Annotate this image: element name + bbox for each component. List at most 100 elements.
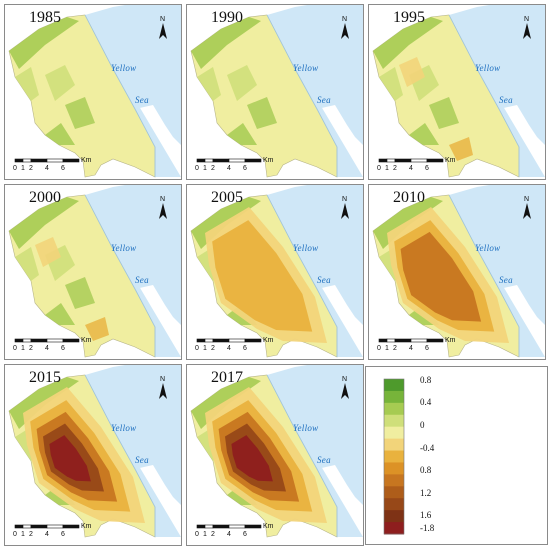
scale-tick-label: 2 xyxy=(211,531,215,538)
map-panel-2005: N 0 1 2 4 6 Km 2005 Yellow Sea xyxy=(186,184,364,360)
green-zone xyxy=(373,17,443,69)
scale-segment xyxy=(30,524,48,529)
scale-tick-label: 1 xyxy=(203,345,207,352)
legend-label: -1.8 xyxy=(420,523,435,533)
scale-segment xyxy=(14,338,24,343)
scale-segment xyxy=(212,338,230,343)
map-panel-1985: N 0 1 2 4 6 Km 1985 Yellow Sea xyxy=(4,4,182,180)
legend-swatch xyxy=(384,438,404,452)
scale-segment xyxy=(62,524,80,529)
scale-segment xyxy=(196,524,206,529)
scale-tick-label: 0 xyxy=(13,165,17,172)
legend-swatch xyxy=(384,462,404,475)
scale-bar: 0 1 2 4 6 Km xyxy=(377,337,456,352)
panel-year-label: 1990 xyxy=(211,9,243,26)
scale-unit-label: Km xyxy=(263,157,274,164)
sea-label-sea: Sea xyxy=(317,95,331,105)
legend-label: 1.6 xyxy=(420,510,432,520)
sea-area xyxy=(449,5,545,177)
scale-tick-label: 4 xyxy=(45,165,49,172)
scale-segment xyxy=(14,524,24,529)
scale-bar: 0 1 2 4 6 Km xyxy=(377,157,456,172)
legend-swatch xyxy=(384,486,404,499)
map-panel-1995: N 0 1 2 4 6 Km 1995 Yellow Sea xyxy=(368,4,546,180)
scale-tick-label: 6 xyxy=(61,531,65,538)
legend-swatch xyxy=(384,390,404,404)
sea-area xyxy=(267,5,363,177)
sea-label-sea: Sea xyxy=(499,275,513,285)
panel-year-label: 1995 xyxy=(393,9,425,26)
scale-tick-label: 1 xyxy=(21,345,25,352)
scale-segment xyxy=(30,338,48,343)
scale-segment xyxy=(244,524,262,529)
scale-segment xyxy=(410,338,428,343)
scale-segment xyxy=(394,158,412,163)
scale-segment xyxy=(228,524,246,529)
scale-segment xyxy=(228,158,246,163)
scale-segment xyxy=(46,524,64,529)
scale-segment xyxy=(244,158,262,163)
scale-tick-label: 1 xyxy=(203,165,207,172)
scale-tick-label: 0 xyxy=(13,345,17,352)
scale-tick-label: 1 xyxy=(203,531,207,538)
legend-label: 0.8 xyxy=(420,465,432,475)
scale-tick-label: 0 xyxy=(377,345,381,352)
sea-label-yellow: Yellow xyxy=(111,63,137,73)
legend-label: 0.4 xyxy=(420,397,432,407)
north-arrow-icon: N xyxy=(523,16,531,39)
scale-segment xyxy=(204,524,214,529)
scale-tick-label: 0 xyxy=(13,531,17,538)
scale-tick-label: 2 xyxy=(211,165,215,172)
sea-label-yellow: Yellow xyxy=(475,63,501,73)
scale-bar: 0 1 2 4 6 Km xyxy=(13,523,92,538)
north-label: N xyxy=(342,16,347,23)
north-arrow-icon: N xyxy=(341,376,349,399)
coastline xyxy=(266,194,338,357)
map-panel-2017: N 0 1 2 4 6 Km 2017 Yellow Sea xyxy=(186,364,364,546)
legend-swatch xyxy=(384,379,404,392)
north-label: N xyxy=(160,16,165,23)
sea-label-yellow: Yellow xyxy=(111,243,137,253)
coastline xyxy=(266,374,338,537)
scale-tick-label: 2 xyxy=(29,165,33,172)
scale-segment xyxy=(46,158,64,163)
sea-label-sea: Sea xyxy=(317,455,331,465)
scale-tick-label: 4 xyxy=(45,345,49,352)
scale-segment xyxy=(212,158,230,163)
sea-label-yellow: Yellow xyxy=(111,423,137,433)
sea-area xyxy=(85,5,181,177)
scale-tick-label: 4 xyxy=(409,165,413,172)
legend-swatch xyxy=(384,510,404,523)
green-zone xyxy=(227,123,257,145)
scale-bar: 0 1 2 4 6 Km xyxy=(13,337,92,352)
green-zone xyxy=(9,197,79,249)
map-svg: N 0 1 2 4 6 Km xyxy=(8,365,181,538)
sea-area xyxy=(85,185,181,357)
scale-tick-label: 0 xyxy=(195,531,199,538)
scale-bar: 0 1 2 4 6 Km xyxy=(13,157,92,172)
panel-year-label: 2000 xyxy=(29,189,61,206)
scale-segment xyxy=(30,158,48,163)
scale-segment xyxy=(386,338,396,343)
sea-label-yellow: Yellow xyxy=(293,423,319,433)
sea-label-sea: Sea xyxy=(317,275,331,285)
scale-tick-label: 1 xyxy=(385,345,389,352)
scale-unit-label: Km xyxy=(263,523,274,530)
map-svg: N 0 1 2 4 6 Km xyxy=(190,5,363,178)
scale-segment xyxy=(62,158,80,163)
scale-bar: 0 1 2 4 6 Km xyxy=(195,337,274,352)
legend-label: 0 xyxy=(420,420,425,430)
scale-tick-label: 6 xyxy=(61,165,65,172)
green-zone xyxy=(45,123,75,145)
sea-area xyxy=(85,365,181,537)
scale-segment xyxy=(394,338,412,343)
legend-swatch xyxy=(384,498,404,511)
green-zone xyxy=(379,67,403,101)
scale-unit-label: Km xyxy=(445,337,456,344)
green-zone xyxy=(45,65,75,101)
scale-segment xyxy=(14,158,24,163)
panel-year-label: 2015 xyxy=(29,369,61,386)
north-arrow-icon: N xyxy=(159,196,167,219)
scale-segment xyxy=(426,158,444,163)
scale-segment xyxy=(426,338,444,343)
